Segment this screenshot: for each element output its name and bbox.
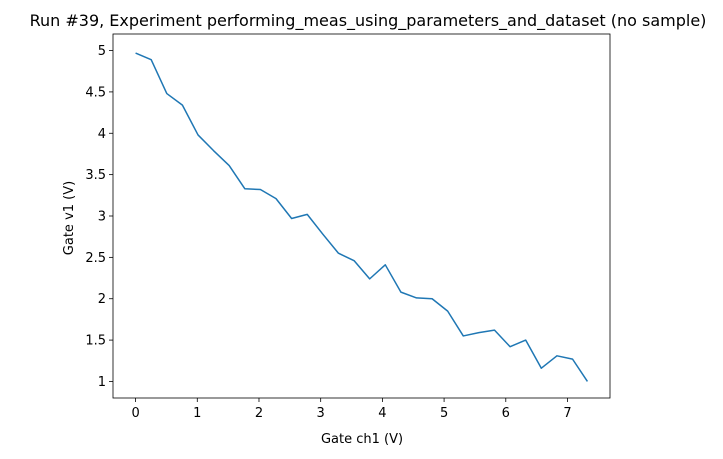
y-tick-label: 3.5	[85, 168, 106, 183]
y-tick-label: 5	[98, 44, 106, 59]
x-tick-label: 3	[317, 406, 325, 421]
y-tick-label: 4.5	[85, 85, 106, 100]
x-tick-label: 5	[440, 406, 448, 421]
data-series-line	[135, 52, 589, 382]
x-tick-label: 1	[193, 406, 201, 421]
x-tick-label: 2	[255, 406, 263, 421]
y-tick-label: 2.5	[85, 251, 106, 266]
x-axis-label: Gate ch1 (V)	[321, 432, 403, 447]
y-axis-ticks: 1 1.5 2 2.5 3 3.5 4 4.5 5	[85, 44, 113, 390]
plot-area-frame	[112, 33, 611, 399]
x-axis-ticks: 0 1 2 3 4 5 6 7	[131, 398, 572, 421]
y-tick-label: 4	[98, 127, 106, 142]
y-tick-label: 3	[98, 210, 106, 225]
x-tick-label: 6	[502, 406, 510, 421]
y-tick-label: 2	[98, 292, 106, 307]
y-tick-label: 1.5	[85, 334, 106, 349]
y-axis-label: Gate v1 (V)	[62, 181, 77, 255]
y-tick-label: 1	[98, 375, 106, 390]
x-tick-label: 4	[378, 406, 386, 421]
chart-title: Run #39, Experiment performing_meas_usin…	[30, 11, 707, 31]
x-tick-label: 0	[131, 406, 139, 421]
x-tick-label: 7	[563, 406, 571, 421]
